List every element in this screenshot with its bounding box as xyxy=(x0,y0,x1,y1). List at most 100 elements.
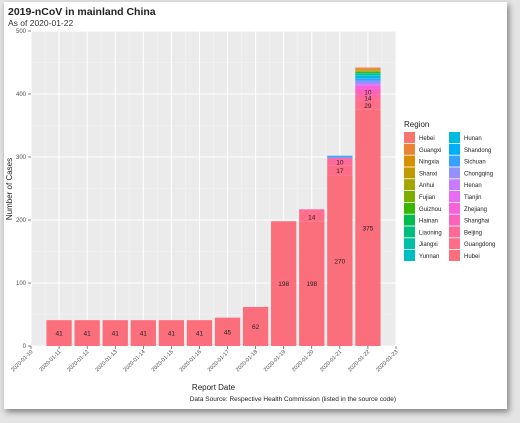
legend-swatch-henan xyxy=(449,179,460,191)
bar-segment-anhui-2020-01-22 xyxy=(355,70,381,72)
legend-label-hebei: Hebei xyxy=(419,136,435,142)
x-tick-label: 2020-01-11 xyxy=(39,349,63,373)
data-label: 41 xyxy=(84,331,92,338)
stacked-bar-chart: 2019-nCoV in mainland China As of 2020-0… xyxy=(5,6,495,403)
legend-swatch-shanxi xyxy=(404,167,415,179)
legend-label-hunan: Hunan xyxy=(464,136,482,142)
bar-segment-hubei-2020-01-12 xyxy=(74,320,100,346)
bar-segment-guangxi-2020-01-22 xyxy=(355,68,381,70)
x-tick-label: 2020-01-13 xyxy=(95,349,119,373)
y-axis-label: Number of Cases xyxy=(5,158,14,220)
bar-segment-liaoning-2020-01-22 xyxy=(355,73,381,74)
legend-swatch-jiangxi xyxy=(404,238,415,250)
data-label: 41 xyxy=(168,331,176,338)
data-label: 62 xyxy=(252,324,260,331)
legend-swatch-liaoning xyxy=(404,226,415,238)
data-label: 41 xyxy=(55,331,63,338)
bar-segment-shanghai-2020-01-22 xyxy=(355,88,381,95)
bar-segment-hubei-2020-01-18 xyxy=(242,306,269,346)
bar-segment-sichuan-2020-01-22 xyxy=(355,78,381,81)
bar-segment-hubei-2020-01-11 xyxy=(46,320,72,346)
legend-label-guangxi: Guangxi xyxy=(419,148,441,154)
bar-segment-hubei-2020-01-13 xyxy=(102,320,128,346)
data-label: 270 xyxy=(334,258,345,265)
bar-segment-hubei-2020-01-19 xyxy=(271,221,297,346)
bar-segment-shandong-2020-01-22 xyxy=(355,78,381,79)
x-tick-label: 2020-01-18 xyxy=(235,349,259,373)
legend-swatch-guizhou xyxy=(404,202,415,214)
data-label: 41 xyxy=(112,331,120,338)
data-label: 10 xyxy=(364,89,372,96)
data-label: 41 xyxy=(140,331,148,338)
legend-label-zhejiang: Zhejiang xyxy=(464,207,487,213)
caption: Data Source: Respective Health Commissio… xyxy=(190,396,396,403)
x-tick-label: 2020-01-17 xyxy=(207,349,231,373)
x-tick-label: 2020-01-22 xyxy=(347,349,371,373)
x-tick-label: 2020-01-14 xyxy=(123,349,147,373)
x-tick-label: 2020-01-16 xyxy=(179,349,203,373)
legend-label-anhui: Anhui xyxy=(419,183,434,189)
data-label: 14 xyxy=(364,95,372,102)
bar-segment-beijing-2020-01-20 xyxy=(299,209,325,213)
x-tick-label: 2020-01-23 xyxy=(375,349,399,373)
legend-label-henan: Henan xyxy=(464,183,482,189)
bar-segment-hubei-2020-01-15 xyxy=(158,320,185,346)
legend-swatch-ningxia xyxy=(404,155,415,167)
legend-swatch-tianjin xyxy=(449,191,460,202)
bar-segment-hebei-2020-01-22 xyxy=(355,67,381,69)
legend-swatch-hunan xyxy=(449,132,460,143)
legend-label-yunnan: Yunnan xyxy=(419,254,439,260)
bar-segment-shanxi-2020-01-22 xyxy=(355,70,381,71)
bar-segment-shandong-2020-01-21 xyxy=(327,155,353,157)
legend: Region Hebei Guangxi Ningxia Shanxi Anhui Fuj… xyxy=(404,120,495,261)
bar-segment-guangdong-2020-01-21 xyxy=(327,165,353,176)
chart-title: 2019-nCoV in mainland China xyxy=(8,6,156,18)
legend-label-hubei: Hubei xyxy=(464,254,480,260)
y-tick-label: 100 xyxy=(16,281,27,287)
legend-swatch-yunnan xyxy=(404,250,415,261)
bar-segment-hubei-2020-01-22 xyxy=(355,109,381,346)
bar-segment-beijing-2020-01-22 xyxy=(355,94,381,101)
bar-segment-hainan-2020-01-22 xyxy=(355,72,381,74)
bar-segment-hunan-2020-01-22 xyxy=(355,75,381,79)
legend-label-shanghai: Shanghai xyxy=(464,219,489,225)
legend-swatch-beijing xyxy=(449,226,460,238)
bar-segment-hubei-2020-01-17 xyxy=(214,317,241,346)
y-tick-label: 200 xyxy=(16,218,27,224)
x-axis-label: Report Date xyxy=(192,383,236,392)
bar-segment-guizhou-2020-01-22 xyxy=(355,71,381,73)
bar-segment-yunnan-2020-01-22 xyxy=(355,75,381,76)
legend-label-shandong: Shandong xyxy=(464,148,491,154)
legend-title: Region xyxy=(404,120,429,129)
legend-swatch-hainan xyxy=(404,214,415,226)
legend-label-sichuan: Sichuan xyxy=(464,160,486,166)
data-label: 198 xyxy=(306,281,317,288)
y-tick-label: 500 xyxy=(16,29,27,35)
x-tick-label: 2020-01-10 xyxy=(10,349,34,373)
x-tick-label: 2020-01-19 xyxy=(263,349,287,373)
bar-segment-tianjin-2020-01-22 xyxy=(355,84,381,86)
bar-segment-zhejiang-2020-01-22 xyxy=(355,85,381,89)
legend-label-liaoning: Liaoning xyxy=(419,230,442,236)
bar-segment-henan-2020-01-22 xyxy=(355,83,381,85)
legend-label-fujian: Fujian xyxy=(419,195,435,201)
data-label: 10 xyxy=(336,160,344,167)
legend-label-guizhou: Guizhou xyxy=(419,207,441,213)
bar-segment-hubei-2020-01-14 xyxy=(130,320,156,346)
legend-label-tianjin: Tianjin xyxy=(464,195,481,201)
data-label: 29 xyxy=(364,103,372,110)
legend-swatch-anhui xyxy=(404,179,415,191)
data-label: 45 xyxy=(224,329,232,336)
legend-label-beijing: Beijing xyxy=(464,230,482,236)
legend-swatch-chongqing xyxy=(449,167,460,179)
legend-swatch-hebei xyxy=(404,132,415,143)
y-tick-label: 0 xyxy=(23,344,27,350)
bar-segment-guangdong-2020-01-22 xyxy=(355,100,381,110)
bar-segment-hubei-2020-01-16 xyxy=(186,320,213,346)
bar-segment-guangdong-2020-01-20 xyxy=(299,212,325,222)
legend-swatch-hubei xyxy=(449,250,460,261)
chart-subtitle: As of 2020-01-22 xyxy=(8,18,73,28)
bars-layer xyxy=(46,67,381,346)
x-tick-label: 2020-01-12 xyxy=(66,349,90,373)
legend-swatch-guangdong xyxy=(449,238,460,250)
